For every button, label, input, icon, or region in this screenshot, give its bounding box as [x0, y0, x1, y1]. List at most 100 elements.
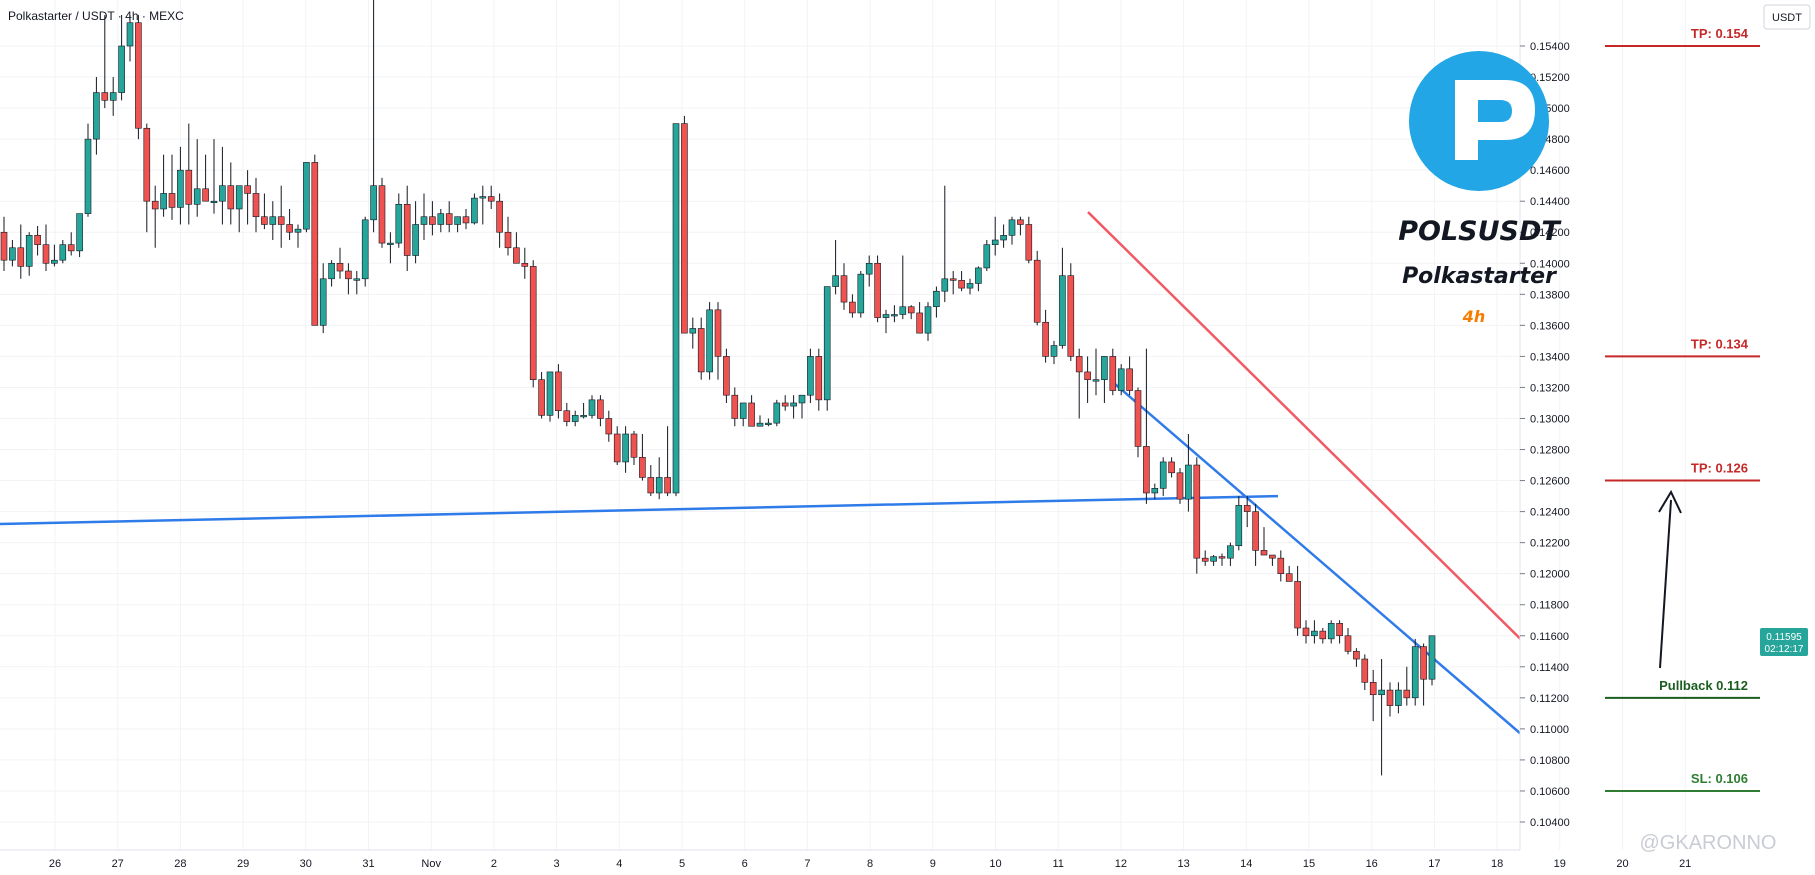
- candle-body: [1084, 371, 1091, 380]
- candle: [706, 302, 713, 380]
- candle-body: [1143, 446, 1150, 494]
- candle-body: [1327, 623, 1335, 640]
- candle-body: [210, 200, 218, 203]
- price-tick-label: 0.11200: [1530, 693, 1569, 705]
- candle-body: [193, 188, 201, 205]
- candle-body: [496, 200, 503, 233]
- candle-body: [958, 280, 965, 289]
- candle: [1218, 553, 1226, 566]
- candle: [689, 317, 697, 349]
- candle: [1403, 666, 1411, 706]
- candle-body: [689, 328, 697, 334]
- candle: [429, 201, 436, 236]
- candle-body: [34, 235, 41, 245]
- candle: [1168, 457, 1175, 478]
- candle-body: [1227, 545, 1234, 559]
- price-tick-label: 0.13600: [1530, 320, 1570, 332]
- candle: [227, 162, 235, 225]
- candle: [613, 426, 621, 466]
- candle: [1075, 348, 1083, 419]
- candle: [1361, 654, 1369, 691]
- candle-body: [1134, 390, 1142, 447]
- candle-body: [151, 200, 159, 210]
- candle-body: [1117, 368, 1125, 391]
- candle-body: [681, 123, 688, 334]
- candle: [445, 201, 453, 233]
- candle-body: [1235, 505, 1243, 547]
- price-tick-label: 0.15400: [1530, 41, 1570, 53]
- currency-button[interactable]: USDT: [1763, 4, 1811, 30]
- time-tick-label: 12: [1115, 858, 1127, 870]
- candle: [790, 395, 797, 419]
- level-label: TP: 0.126: [1691, 461, 1748, 476]
- candle-body: [1042, 321, 1049, 357]
- time-tick-label: 7: [804, 858, 810, 870]
- candle: [840, 263, 848, 310]
- candle: [857, 271, 865, 318]
- candle: [1101, 356, 1108, 403]
- candle: [1210, 555, 1217, 566]
- candle-body: [1344, 635, 1352, 652]
- candle-body: [437, 213, 445, 225]
- candle: [202, 154, 209, 202]
- candle: [1193, 457, 1201, 574]
- candle: [571, 410, 579, 427]
- price-axis[interactable]: 0.10400 0.10600 0.10800 0.11000 0.11200 0.114…: [1520, 41, 1570, 829]
- candle-body: [941, 278, 949, 292]
- candle-body: [1101, 356, 1108, 380]
- candle-body: [294, 228, 302, 233]
- candle-body: [613, 433, 621, 463]
- price-tick-label: 0.12000: [1530, 569, 1570, 581]
- candle: [1185, 434, 1192, 512]
- candle-body: [571, 415, 579, 422]
- candle: [269, 201, 277, 240]
- candle-body: [563, 410, 571, 422]
- candle: [781, 395, 789, 411]
- candle: [815, 348, 823, 411]
- time-tick-label: 27: [112, 858, 124, 870]
- candle-body: [109, 92, 117, 101]
- candle-body: [252, 193, 260, 218]
- candle: [1269, 554, 1276, 566]
- candle: [126, 14, 134, 62]
- candle: [756, 415, 764, 427]
- candle: [244, 170, 251, 225]
- candle: [1134, 387, 1142, 458]
- candle-body: [126, 22, 134, 47]
- drawing-layer: [0, 211, 1520, 735]
- candle: [361, 216, 369, 287]
- channel-lower-line: [1109, 378, 1520, 735]
- candle-body: [504, 231, 512, 249]
- candle: [1428, 635, 1436, 686]
- candle: [1327, 620, 1335, 644]
- time-tick-label: 6: [742, 858, 748, 870]
- price-tick-label: 0.10800: [1530, 755, 1570, 767]
- candle: [664, 426, 671, 497]
- candle: [639, 434, 646, 481]
- candle: [378, 177, 386, 248]
- candle: [471, 193, 478, 225]
- candle: [160, 154, 167, 217]
- candle: [1008, 216, 1016, 245]
- candle-body: [580, 415, 587, 418]
- candle-body: [454, 216, 461, 225]
- candle: [1294, 565, 1301, 636]
- candle: [1143, 348, 1150, 504]
- candle: [185, 123, 193, 225]
- time-axis[interactable]: 26 27 28 29 30 31 Nov 2 3 4 5 6 7 8 9 10 11 12 13 14 15 16 17 1…: [49, 858, 1691, 870]
- candle: [798, 394, 806, 419]
- candles-layer: [0, 0, 1436, 776]
- candle: [874, 255, 881, 323]
- candle-body: [286, 224, 293, 233]
- candle: [412, 201, 419, 264]
- candle: [420, 193, 428, 240]
- price-tick-label: 0.10400: [1530, 817, 1570, 829]
- time-tick-label: 5: [679, 858, 685, 870]
- candle: [1319, 628, 1327, 644]
- candle-body: [1218, 556, 1226, 559]
- candle-body: [790, 402, 797, 407]
- candle-body: [387, 242, 394, 245]
- candle-body: [202, 188, 209, 202]
- candle-body: [529, 266, 537, 380]
